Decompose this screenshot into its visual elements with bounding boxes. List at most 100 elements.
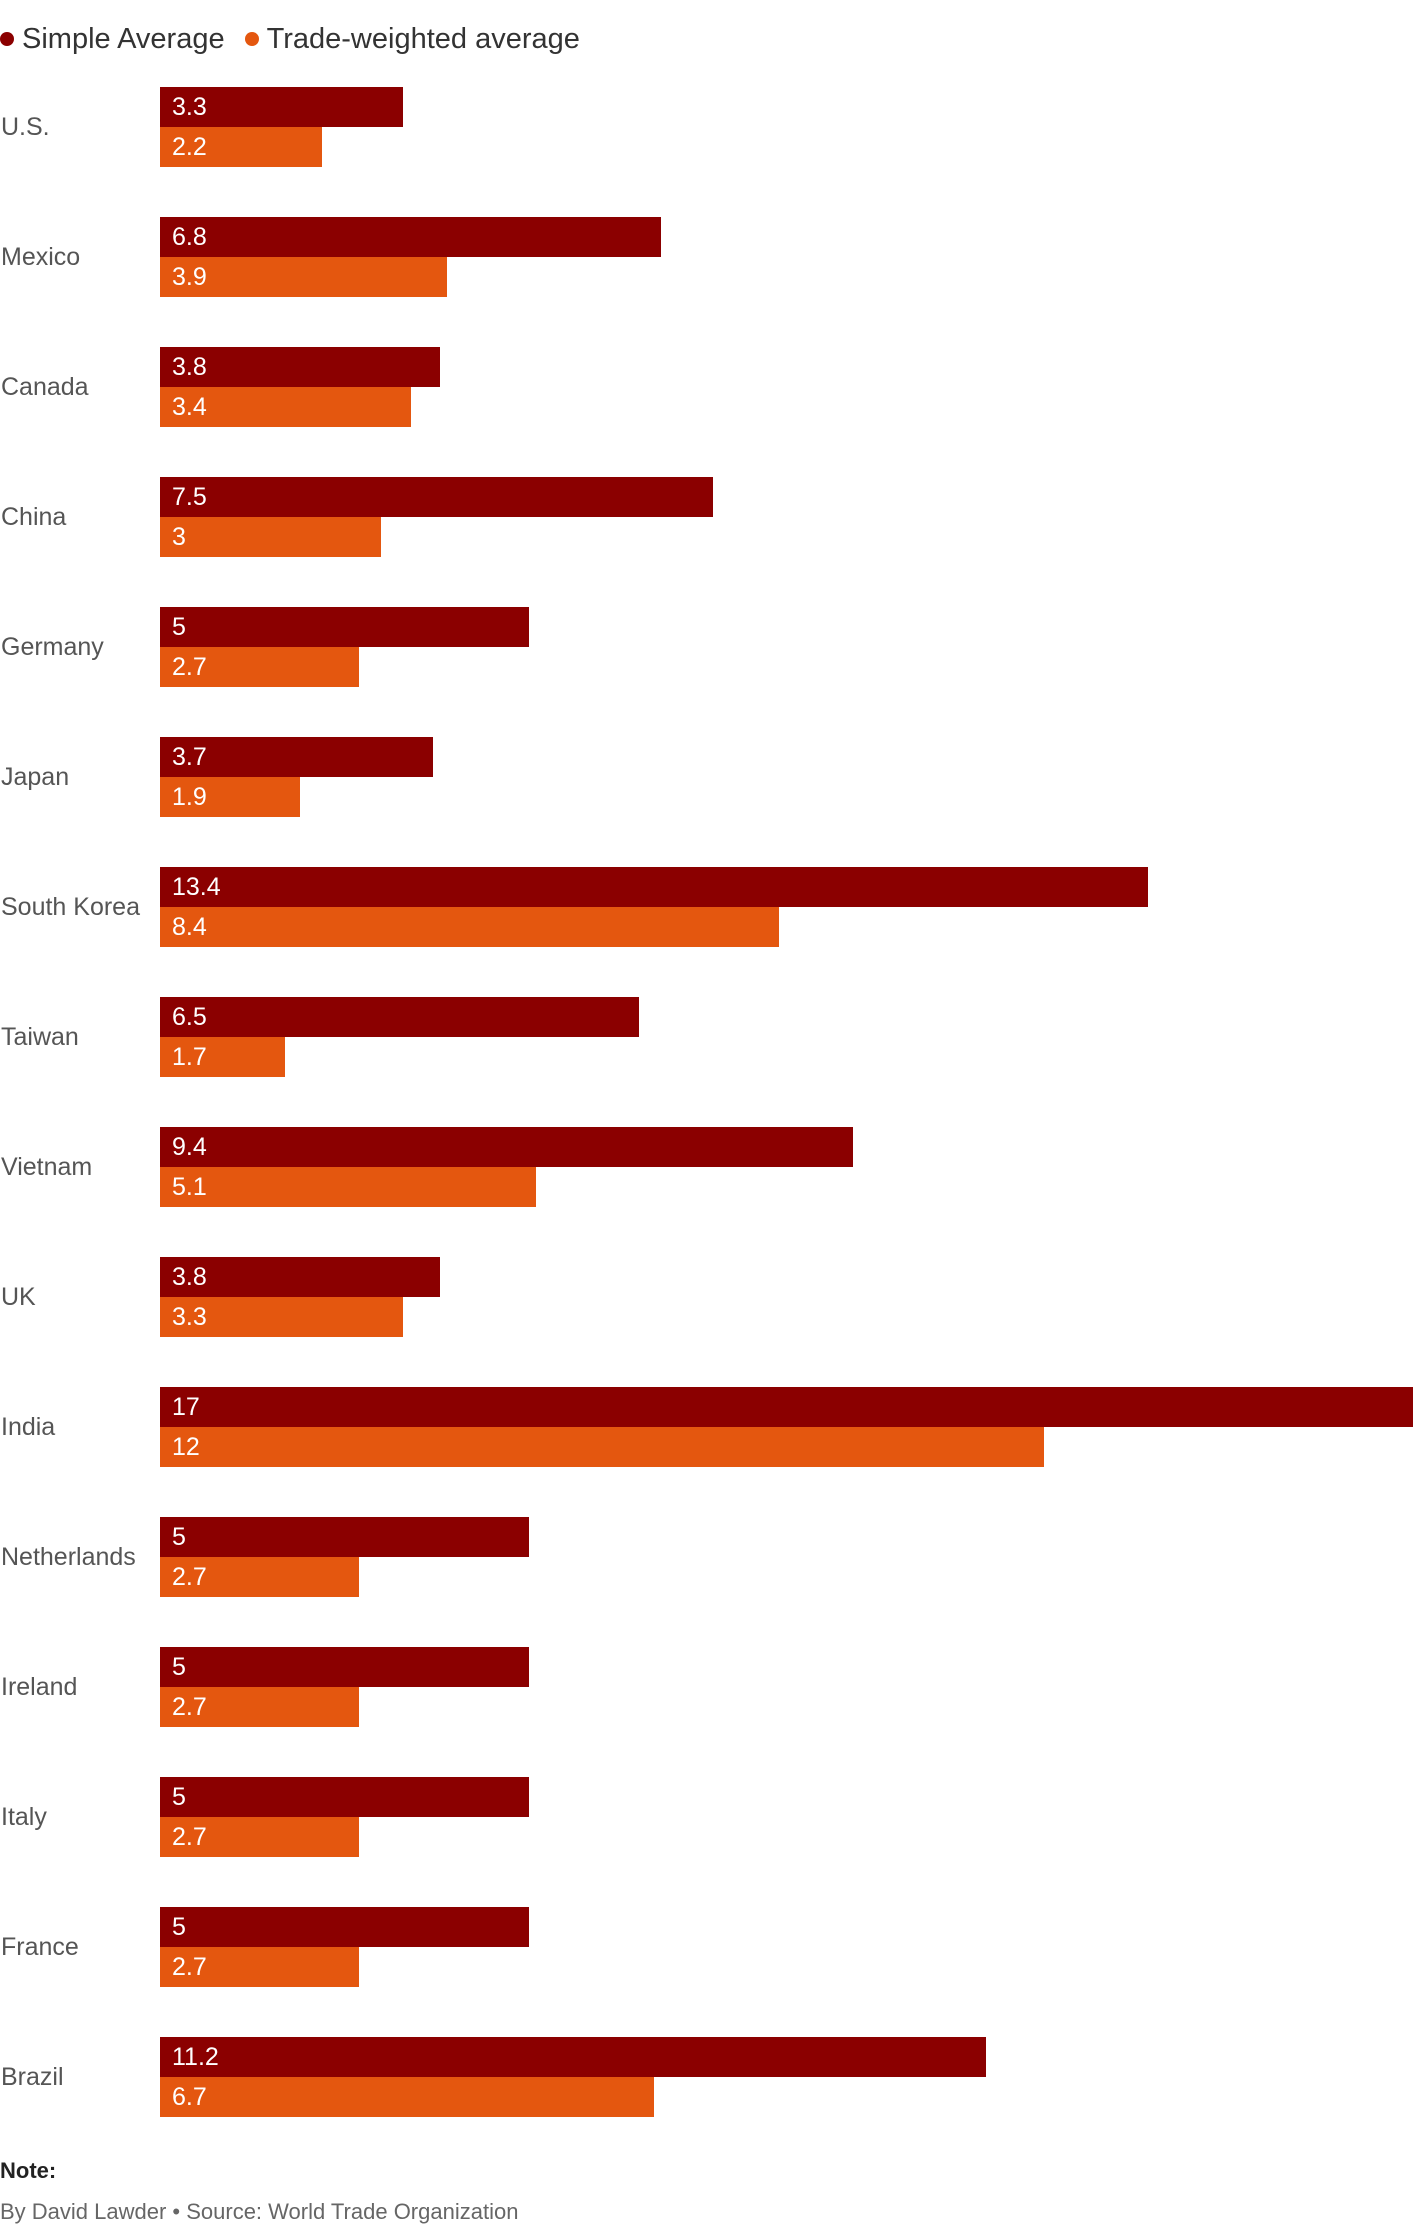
legend-label: Simple Average [22,22,225,55]
bar-trade-weighted-average: 3.9 [160,257,448,297]
bar-trade-weighted-average: 3 [160,517,382,557]
data-label: 1.9 [172,783,207,811]
category-label: U.S. [1,112,50,141]
bar-trade-weighted-average: 2.7 [160,1817,359,1857]
bar-simple-average: 5 [160,1517,529,1557]
category-label: China [1,502,67,531]
legend-item-trade-weighted-average: Trade-weighted average [244,22,580,56]
data-label: 12 [172,1433,200,1461]
bar-trade-weighted-average: 5.1 [160,1167,536,1207]
data-label: 11.2 [172,2043,219,2071]
category-label: Germany [1,632,104,661]
data-label: 8.4 [172,913,207,941]
chart-legend: Simple Average Trade-weighted average [0,20,600,58]
bar-simple-average: 3.3 [160,87,404,127]
data-label: 3.3 [172,93,207,121]
data-label: 3.4 [172,393,207,421]
bar-simple-average: 13.4 [160,867,1148,907]
bar-simple-average: 11.2 [160,2037,986,2077]
data-label: 5 [172,1913,186,1941]
category-label: South Korea [1,892,140,921]
bar-chart: U.S. 3.3 2.2 Mexico 6.8 3.9 Canada 3.8 3.4 China 7… [0,87,1419,2117]
category-label: Ireland [1,1672,78,1701]
bar-simple-average: 5 [160,1907,529,1947]
legend-dot-icon [0,32,14,46]
bar-simple-average: 3.8 [160,1257,441,1297]
bar-trade-weighted-average: 1.7 [160,1037,286,1077]
data-label: 2.7 [172,1693,207,1721]
bar-group: France 5 2.7 [0,1907,1419,1987]
bar-group: Mexico 6.8 3.9 [0,217,1419,297]
data-label: 5.1 [172,1173,207,1201]
data-label: 3.8 [172,1263,207,1291]
bar-simple-average: 17 [160,1387,1413,1427]
bar-group: Germany 5 2.7 [0,607,1419,687]
category-label: Netherlands [1,1542,136,1571]
bar-trade-weighted-average: 3.3 [160,1297,404,1337]
bar-group: U.S. 3.3 2.2 [0,87,1419,167]
data-label: 7.5 [172,483,207,511]
data-label: 6.8 [172,223,207,251]
bar-simple-average: 5 [160,1777,529,1817]
bar-simple-average: 3.8 [160,347,441,387]
bar-trade-weighted-average: 2.7 [160,1557,359,1597]
bar-group: Italy 5 2.7 [0,1777,1419,1857]
data-label: 2.7 [172,1953,207,1981]
bar-trade-weighted-average: 2.7 [160,647,359,687]
bar-trade-weighted-average: 2.2 [160,127,323,167]
bar-trade-weighted-average: 1.9 [160,777,301,817]
category-label: Mexico [1,242,81,271]
bar-group: Netherlands 5 2.7 [0,1517,1419,1597]
category-label: Taiwan [1,1022,79,1051]
category-label: Canada [1,372,89,401]
category-label: Vietnam [1,1152,93,1181]
category-label: Japan [1,762,70,791]
data-label: 9.4 [172,1133,207,1161]
data-label: 3.9 [172,263,207,291]
bar-simple-average: 5 [160,607,529,647]
data-label: 5 [172,613,186,641]
bar-simple-average: 7.5 [160,477,713,517]
bar-group: Ireland 5 2.7 [0,1647,1419,1727]
chart-byline: By David Lawder • Source: World Trade Or… [0,2199,519,2224]
data-label: 6.5 [172,1003,207,1031]
bar-simple-average: 9.4 [160,1127,853,1167]
bar-group: India 17 12 [0,1387,1419,1467]
data-label: 3.8 [172,353,207,381]
data-label: 13.4 [172,873,221,901]
data-label: 2.7 [172,1823,207,1851]
bar-group: Canada 3.8 3.4 [0,347,1419,427]
data-label: 2.7 [172,653,207,681]
data-label: 1.7 [172,1043,207,1071]
category-label: India [1,1412,56,1441]
bar-trade-weighted-average: 8.4 [160,907,780,947]
data-label: 5 [172,1523,186,1551]
bar-group: UK 3.8 3.3 [0,1257,1419,1337]
bar-trade-weighted-average: 3.4 [160,387,411,427]
bar-simple-average: 6.8 [160,217,662,257]
legend-dot-icon [244,32,259,46]
bar-trade-weighted-average: 2.7 [160,1687,359,1727]
category-label: Brazil [1,2062,64,2091]
category-label: Italy [1,1802,47,1831]
data-label: 2.2 [172,133,207,161]
bar-trade-weighted-average: 6.7 [160,2077,654,2117]
data-label: 5 [172,1653,186,1681]
data-label: 5 [172,1783,186,1811]
category-label: UK [1,1282,36,1311]
bar-simple-average: 6.5 [160,997,640,1037]
bar-group: Japan 3.7 1.9 [0,737,1419,817]
bar-trade-weighted-average: 12 [160,1427,1045,1467]
data-label: 2.7 [172,1563,207,1591]
data-label: 17 [172,1393,200,1421]
legend-label: Trade-weighted average [266,22,580,55]
bar-group: South Korea 13.4 8.4 [0,867,1419,947]
bar-group: Vietnam 9.4 5.1 [0,1127,1419,1207]
category-label: France [1,1932,79,1961]
bar-simple-average: 3.7 [160,737,433,777]
bar-group: Taiwan 6.5 1.7 [0,997,1419,1077]
data-label: 3 [172,523,186,551]
legend-item-simple-average: Simple Average [0,23,225,56]
bar-trade-weighted-average: 2.7 [160,1947,359,1987]
bar-simple-average: 5 [160,1647,529,1687]
